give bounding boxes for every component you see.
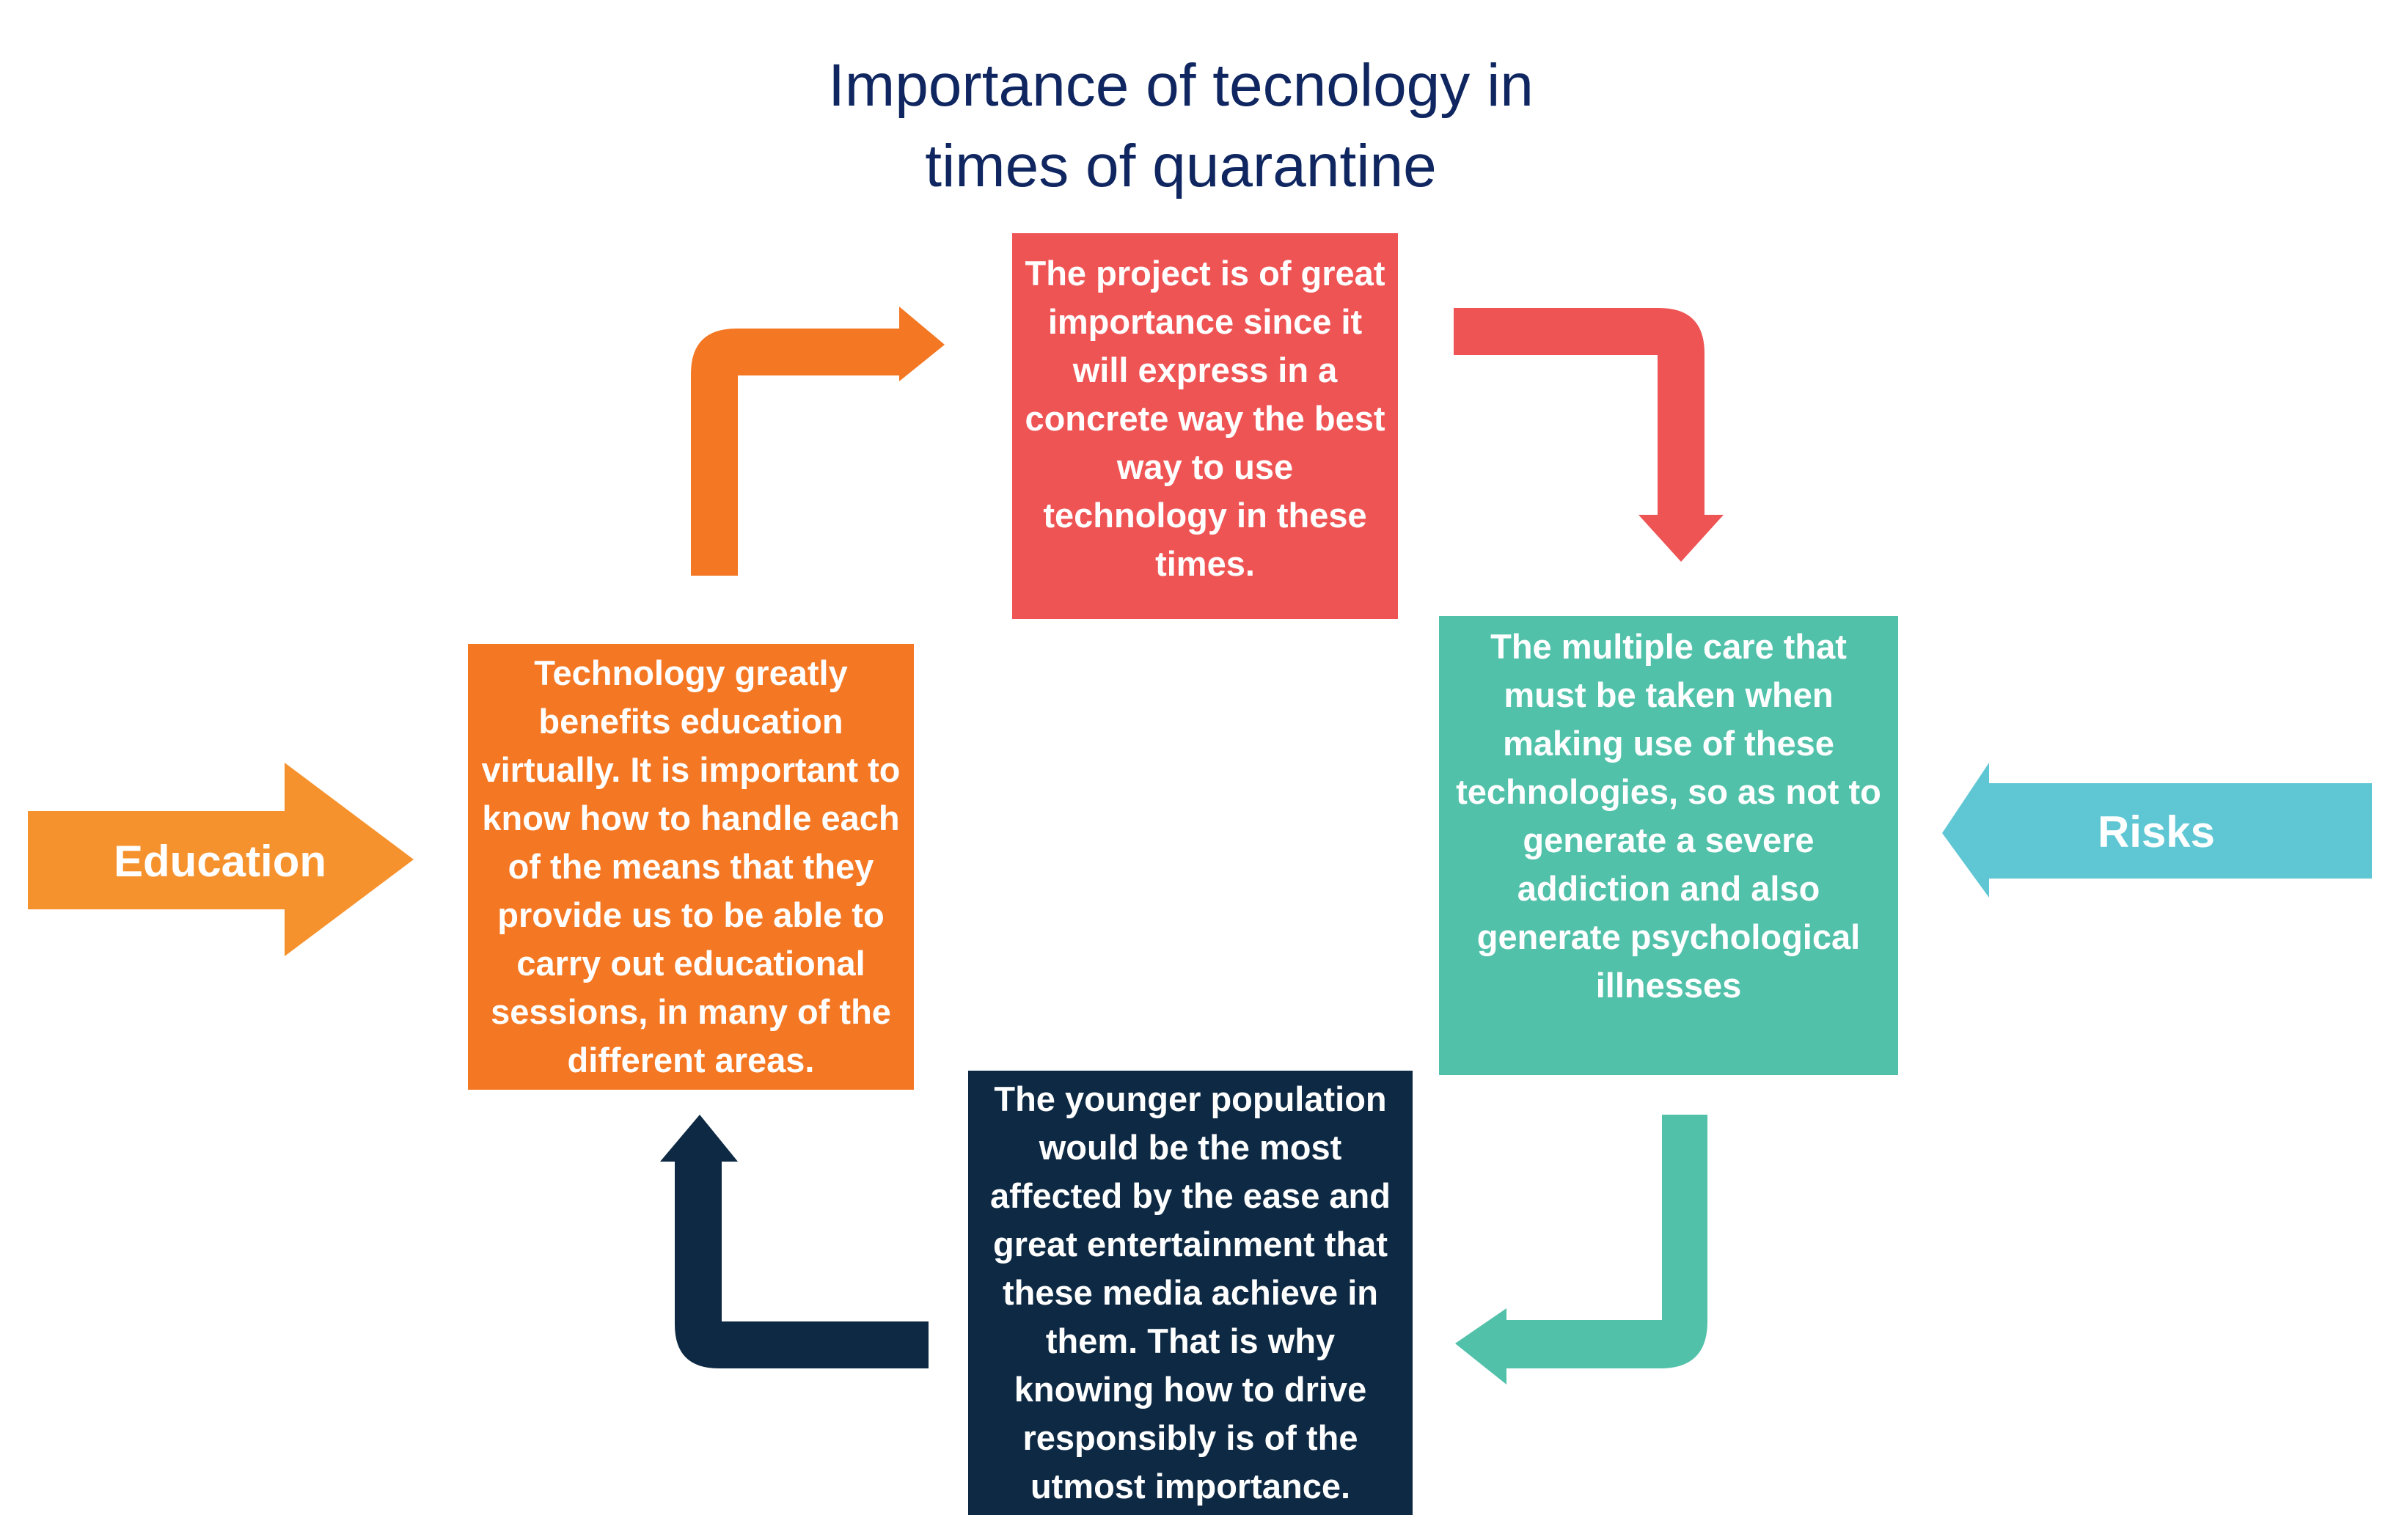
risks-care-text: The multiple care that must be taken whe… — [1456, 627, 1881, 1005]
younger-population-text: The younger population would be the most… — [990, 1079, 1391, 1506]
orange-cycle-arrow — [691, 307, 945, 576]
education-benefits-box: Technology greatly benefits education vi… — [468, 644, 914, 1090]
risks-care-box: The multiple care that must be taken whe… — [1439, 616, 1898, 1075]
younger-population-box: The younger population would be the most… — [968, 1071, 1413, 1515]
teal-cycle-arrow — [1455, 1115, 1707, 1385]
title-line-2: times of quarantine — [925, 133, 1437, 199]
red-cycle-arrow — [1454, 308, 1724, 562]
diagram-title: Importance of tecnology in times of quar… — [0, 45, 2362, 207]
education-label: Education — [113, 837, 326, 886]
education-benefits-text: Technology greatly benefits education vi… — [481, 653, 901, 1079]
education-arrow — [28, 763, 414, 956]
project-importance-box: The project is of great importance since… — [1012, 233, 1398, 619]
risks-arrow — [1942, 763, 2372, 898]
risks-label: Risks — [2097, 807, 2216, 857]
navy-cycle-arrow — [660, 1115, 929, 1368]
project-importance-text: The project is of great importance since… — [1025, 254, 1385, 583]
title-line-1: Importance of tecnology in — [828, 52, 1534, 119]
